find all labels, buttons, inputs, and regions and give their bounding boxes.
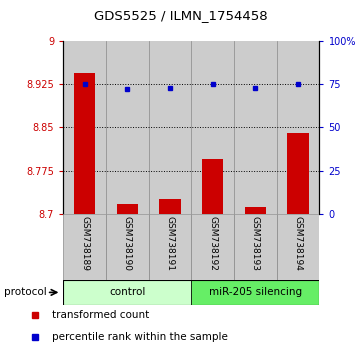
Text: protocol: protocol	[4, 287, 46, 297]
Text: transformed count: transformed count	[52, 310, 149, 320]
Bar	[202, 159, 223, 214]
Text: percentile rank within the sample: percentile rank within the sample	[52, 332, 227, 342]
Bar	[149, 214, 191, 280]
Bar	[106, 214, 149, 280]
Bar	[245, 207, 266, 214]
Text: control: control	[109, 287, 145, 297]
Bar	[63, 41, 106, 214]
Bar	[191, 214, 234, 280]
Bar	[234, 41, 277, 214]
Text: GSM738192: GSM738192	[208, 216, 217, 271]
Text: miR-205 silencing: miR-205 silencing	[209, 287, 302, 297]
Text: GSM738189: GSM738189	[80, 216, 89, 271]
Bar	[159, 199, 180, 214]
Bar	[277, 41, 319, 214]
Bar	[117, 204, 138, 214]
Text: GSM738191: GSM738191	[165, 216, 174, 271]
Bar	[191, 41, 234, 214]
Text: GSM738190: GSM738190	[123, 216, 132, 271]
Bar	[149, 41, 191, 214]
Text: GSM738194: GSM738194	[293, 216, 303, 271]
Bar	[63, 280, 191, 305]
Bar	[63, 214, 106, 280]
Text: GSM738193: GSM738193	[251, 216, 260, 271]
Bar	[191, 280, 319, 305]
Bar	[234, 214, 277, 280]
Bar	[106, 41, 149, 214]
Bar	[74, 73, 95, 214]
Text: GDS5525 / ILMN_1754458: GDS5525 / ILMN_1754458	[94, 9, 267, 22]
Bar	[287, 133, 309, 214]
Bar	[277, 214, 319, 280]
